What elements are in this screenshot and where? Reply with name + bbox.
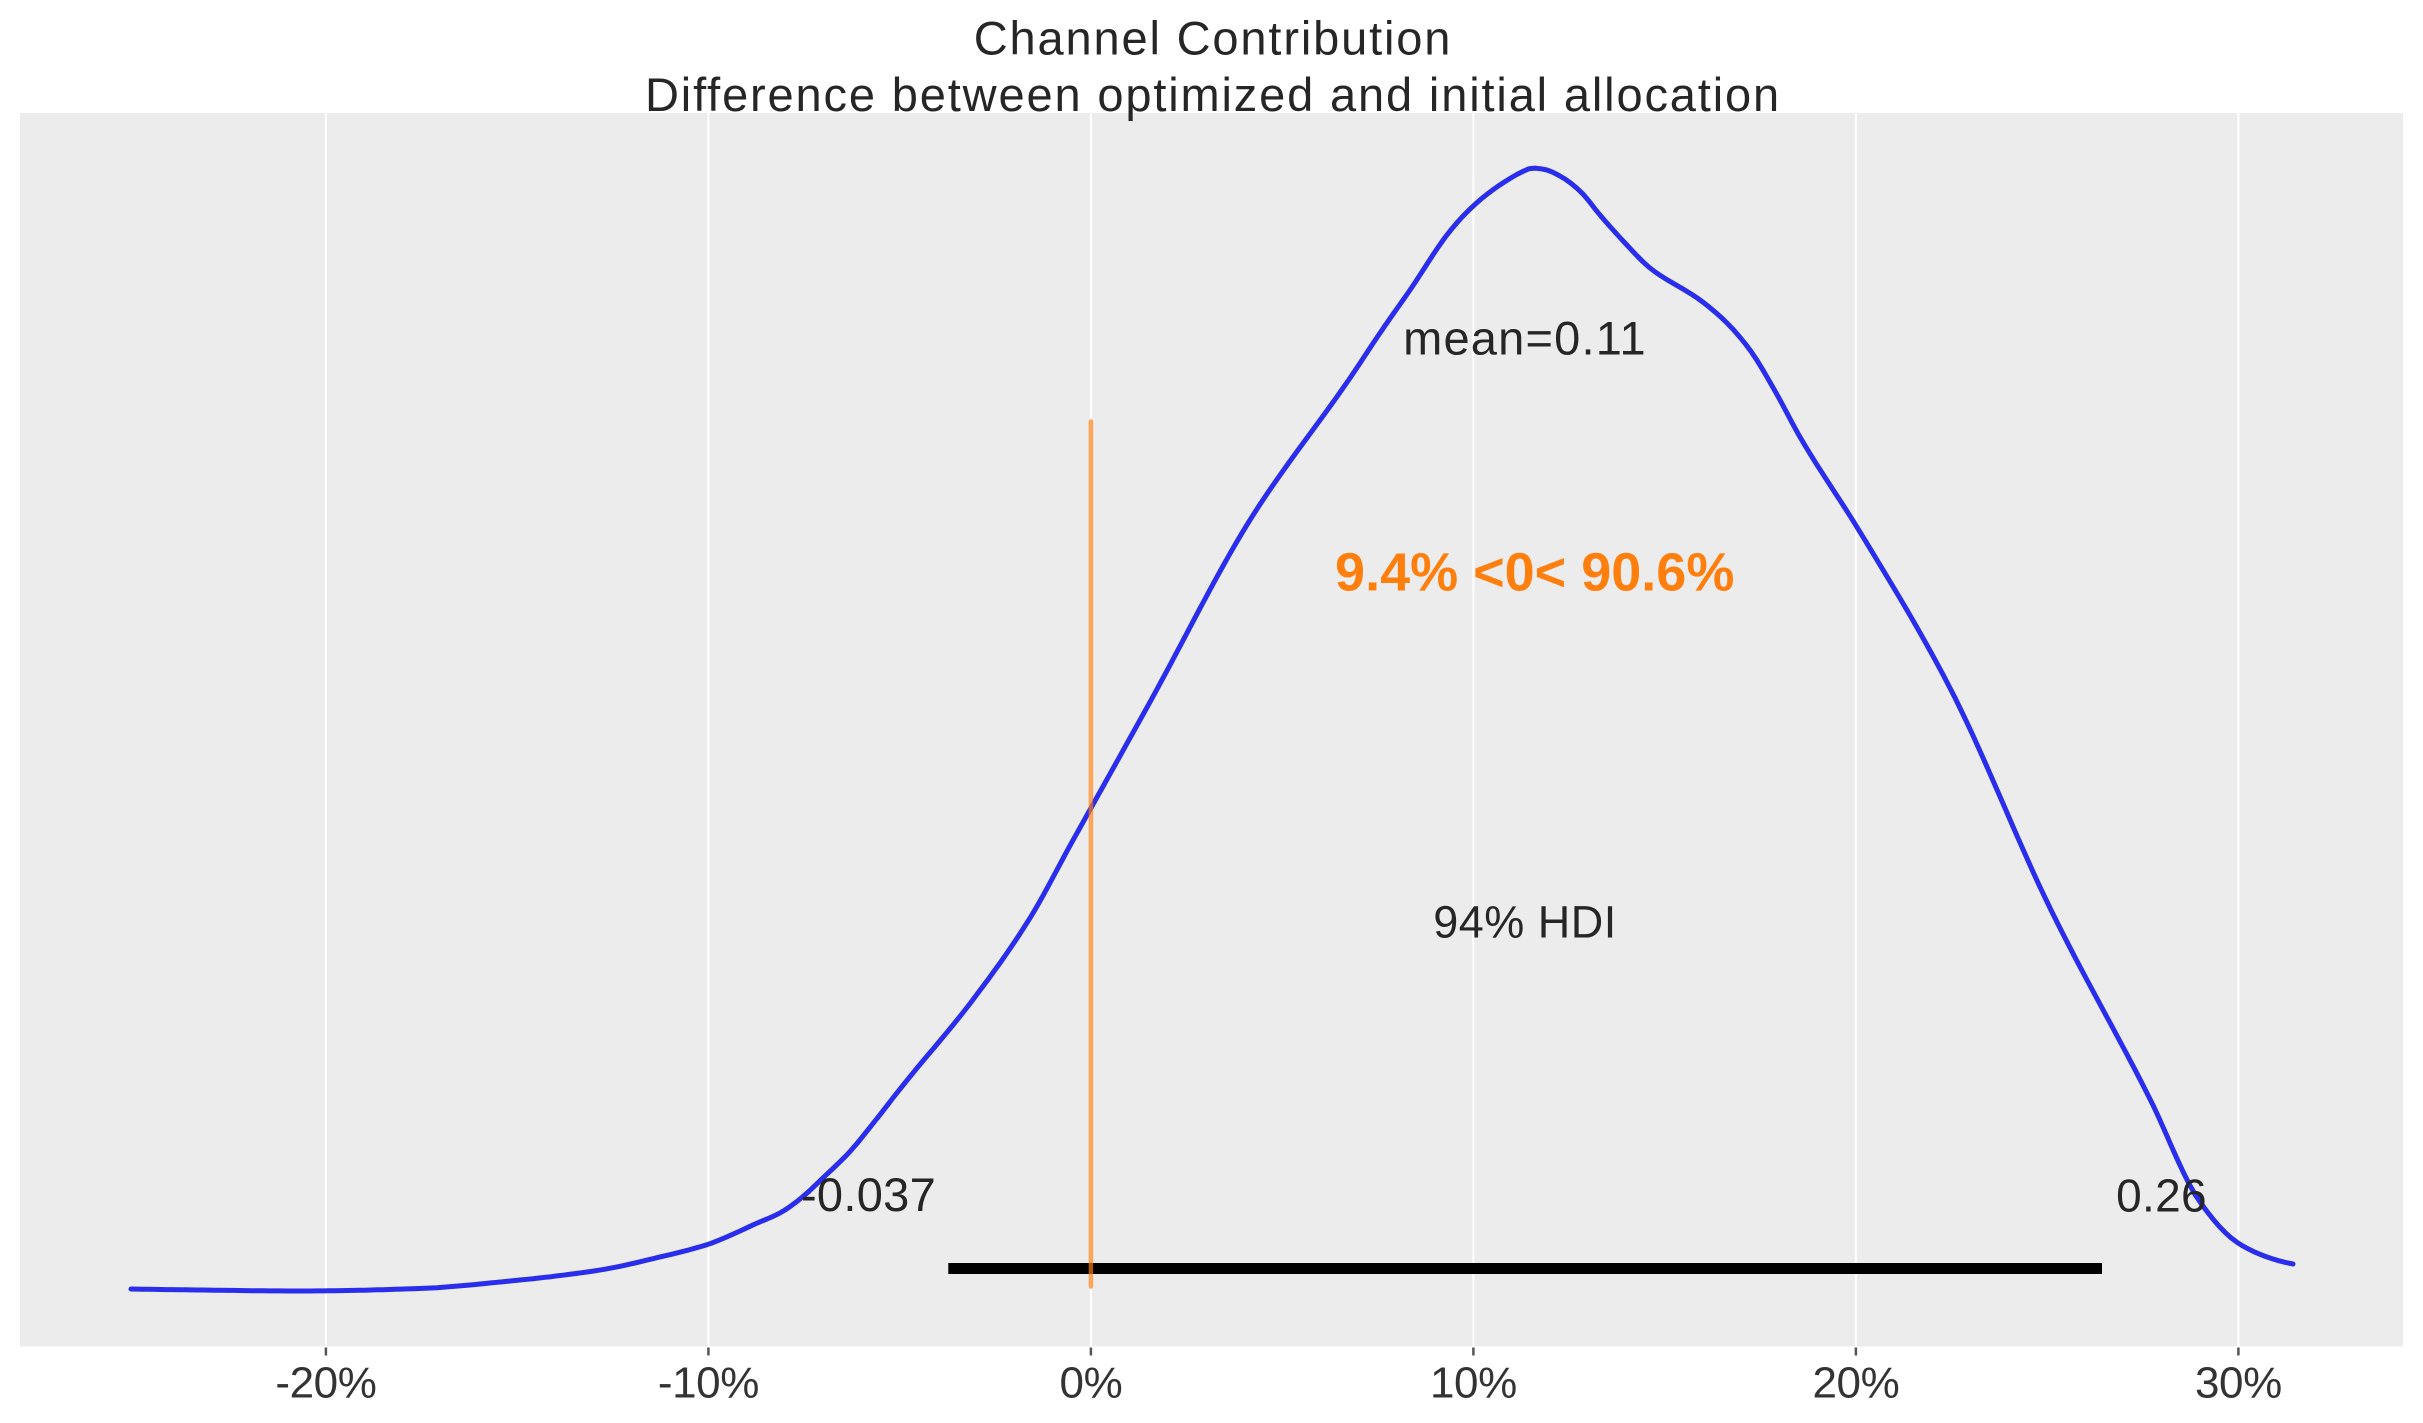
svg-text:0%: 0% <box>1060 1359 1123 1408</box>
svg-text:Channel Contribution: Channel Contribution <box>974 12 1453 65</box>
svg-text:mean=0.11: mean=0.11 <box>1403 312 1647 365</box>
svg-text:10%: 10% <box>1430 1359 1517 1408</box>
svg-text:Difference between optimized a: Difference between optimized and initial… <box>645 68 1781 121</box>
svg-text:30%: 30% <box>2195 1359 2282 1408</box>
svg-text:-10%: -10% <box>658 1359 759 1408</box>
svg-text:94% HDI: 94% HDI <box>1433 896 1617 947</box>
svg-text:9.4% <0< 90.6%: 9.4% <0< 90.6% <box>1335 542 1734 602</box>
svg-text:0.26: 0.26 <box>2116 1170 2207 1222</box>
svg-text:-20%: -20% <box>275 1359 376 1408</box>
svg-text:-0.037: -0.037 <box>801 1168 936 1221</box>
svg-text:20%: 20% <box>1812 1359 1899 1408</box>
